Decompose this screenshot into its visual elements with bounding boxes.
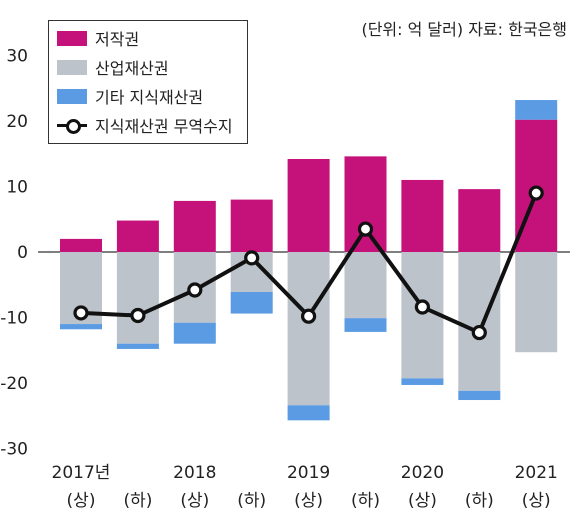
x-half-label: (상) <box>408 491 437 511</box>
x-year-label: 2018 <box>173 463 216 483</box>
legend-swatch-other-ip <box>57 88 87 104</box>
balance-point <box>301 308 317 324</box>
balance-point <box>130 307 146 324</box>
bar-copyright <box>173 200 216 252</box>
legend-label-copyright: 저작권 <box>95 30 140 49</box>
bar-other-ip <box>173 322 216 344</box>
y-tick-label: -20 <box>0 374 28 394</box>
balance-point <box>414 299 430 315</box>
balance-point <box>357 221 374 237</box>
bar-other-ip <box>515 100 558 120</box>
y-tick-label: 0 <box>17 243 28 263</box>
bar-other-ip <box>116 343 159 349</box>
x-half-label: (하) <box>465 491 494 511</box>
bar-copyright <box>401 179 444 252</box>
bar-copyright <box>230 199 273 252</box>
bar-other-ip <box>344 318 387 332</box>
balance-point <box>244 250 260 266</box>
bar-copyright <box>287 158 330 252</box>
y-tick-label: 20 <box>6 112 28 132</box>
legend-swatch-copyright <box>57 30 87 46</box>
legend-swatch-balance <box>57 118 87 134</box>
legend-swatch-industrial <box>57 59 87 75</box>
balance-point <box>528 185 544 201</box>
bars <box>60 100 558 421</box>
y-tick-label: -30 <box>0 440 28 460</box>
x-year-label: 2017년 <box>52 463 111 483</box>
legend-label-other-ip: 기타 지식재산권 <box>95 88 204 107</box>
balance-point <box>471 324 487 341</box>
balance-point <box>187 282 203 298</box>
balance-line <box>73 185 544 341</box>
y-tick-label: -10 <box>0 309 28 329</box>
legend-label-industrial: 산업재산권 <box>95 59 169 78</box>
bar-industrial <box>287 252 330 406</box>
y-tick-label: 30 <box>6 47 28 67</box>
legend: 저작권 산업재산권 기타 지식재산권 지식재산권 무역수지 <box>48 20 248 144</box>
bar-industrial <box>116 252 159 344</box>
bar-other-ip <box>458 390 501 401</box>
bar-other-ip <box>60 324 102 330</box>
bar-industrial <box>458 252 501 391</box>
source-note: (단위: 억 달러) 자료: 한국은행 <box>361 20 567 39</box>
x-half-label: (하) <box>351 491 380 511</box>
legend-item-industrial: 산업재산권 <box>57 56 169 78</box>
bar-other-ip <box>401 378 444 385</box>
x-half-label: (하) <box>237 491 266 511</box>
bar-copyright <box>116 220 159 252</box>
x-axis: 2017년 (상) (하) 2018 (상) (하) 2019 (상) (하) 2020 (상) (하… <box>52 463 558 511</box>
bar-industrial <box>344 252 387 319</box>
bar-other-ip <box>230 291 273 314</box>
x-year-label: 2020 <box>401 463 444 483</box>
x-half-label: (상) <box>522 491 551 511</box>
bar-industrial <box>515 252 558 353</box>
x-half-label: (상) <box>180 491 209 511</box>
balance-point <box>73 305 89 321</box>
legend-item-balance: 지식재산권 무역수지 <box>57 114 233 136</box>
x-year-label: 2019 <box>287 463 330 483</box>
y-tick-label: 10 <box>6 178 28 198</box>
legend-item-other-ip: 기타 지식재산권 <box>57 85 203 107</box>
legend-label-balance: 지식재산권 무역수지 <box>95 117 233 136</box>
legend-item-copyright: 저작권 <box>57 27 139 49</box>
x-half-label: (상) <box>294 491 323 511</box>
bar-copyright <box>344 156 387 252</box>
bar-copyright <box>60 238 102 252</box>
bar-other-ip <box>287 405 330 421</box>
x-half-label: (하) <box>123 491 152 511</box>
bar-copyright <box>458 189 501 252</box>
x-year-label: 2021 <box>515 463 558 483</box>
x-half-label: (상) <box>67 491 96 511</box>
